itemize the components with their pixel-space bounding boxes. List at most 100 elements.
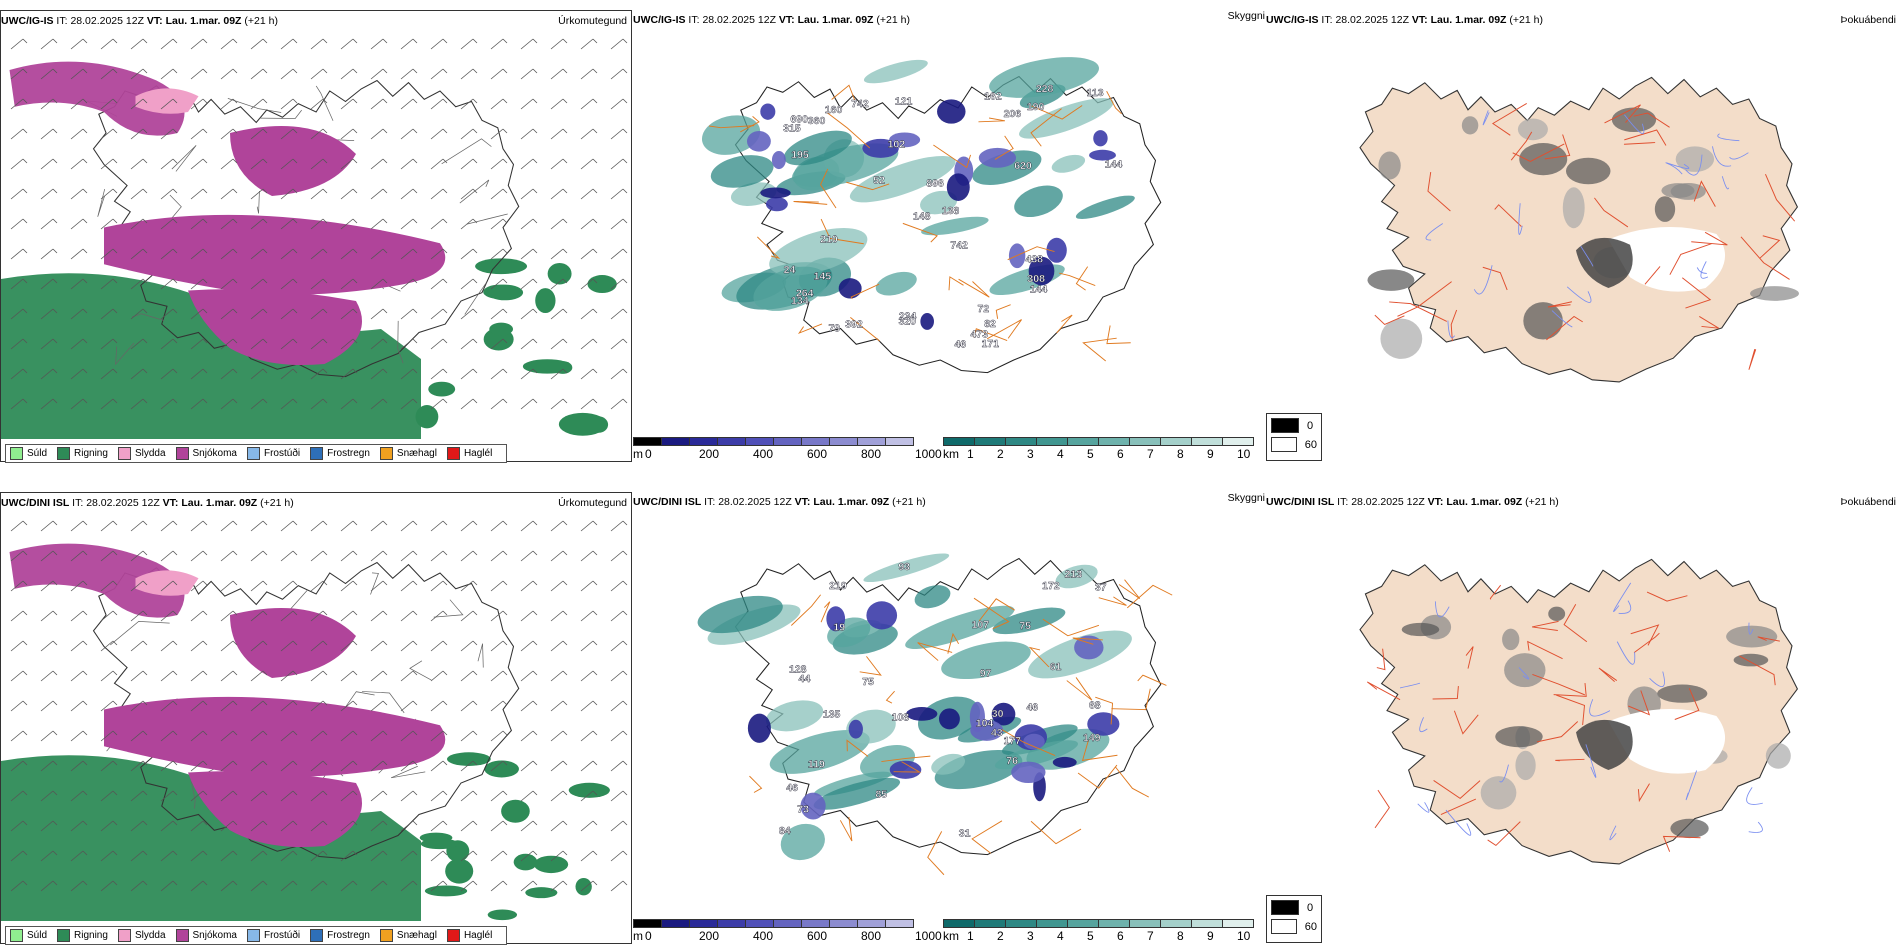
legend-label: Haglél [463,930,493,941]
legend-label: Frostregn [327,930,370,941]
legend-swatch [379,929,393,942]
visibility-colorbar [943,437,1254,446]
model-name: UWC/IG-IS [1,15,54,27]
colorbar-cell [1161,437,1192,446]
visibility-tick: 7 [1147,447,1154,461]
precip-type-panel: UWC/DINI ISL IT: 28.02.2025 12Z VT: Lau.… [0,492,632,945]
colorbar-cell [1099,437,1130,446]
cloud-map: 19 76 75 219 93 84 104 97 119 172 75 213 73 46 107 61 68… [697,553,1173,876]
colorbar-cell [886,437,914,446]
cloud-base-label: 24 [784,264,796,276]
model-name: UWC/DINI ISL [1266,496,1335,508]
it-value: 28.02.2025 12Z [702,14,776,26]
panel-header: UWC/IG-IS IT: 28.02.2025 12Z VT: Lau. 1.… [1,15,278,27]
cloud-base-label: 52 [873,175,885,187]
colorbar-cell [746,919,774,928]
colorbar-cell [802,919,830,928]
legend-item: Slydda [117,447,166,460]
colorbar-cell [774,437,802,446]
colorbar-cell [943,919,975,928]
cloud-base-label: 82 [984,318,996,330]
height-tick: 200 [699,929,720,943]
it-label: IT: [1321,14,1333,26]
height-tick: 800 [861,447,882,461]
panel-title: Þokuábendi [1840,14,1896,26]
it-label: IT: [704,496,716,508]
colorbar-cell [1068,919,1099,928]
legend-label: Súld [27,448,48,459]
height-tick: 0 [645,929,652,943]
colorbar-cell [886,919,914,928]
colorbar-cell [830,437,858,446]
cloud-base-label: 138 [942,205,960,217]
cloud-base-label: 135 [823,708,841,720]
cloud-base-label: 93 [898,561,910,573]
precip-type-map [1,38,628,439]
cloud-base-label: 620 [1014,160,1032,172]
colorbar-cell [718,437,746,446]
panel-title: Skyggni [1227,492,1265,504]
cloud-base-label: 190 [1027,101,1045,113]
colorbar-cell [1192,919,1223,928]
visibility-tick: 4 [1057,929,1064,943]
cloud-base-label: 104 [976,718,994,730]
legend-swatch [175,447,189,460]
fog-map [1359,76,1799,383]
cloud-base-label: 46 [954,338,966,350]
cloud-base-label: 473 [970,328,988,340]
visibility-tick: 6 [1117,929,1124,943]
legend-item: Frostúði [246,929,301,942]
it-label: IT: [1337,496,1349,508]
cloud-base-label: 160 [825,104,843,116]
fog-swatch [1271,919,1297,934]
cloud-base-label: 144 [1105,158,1123,170]
cloud-base-label: 19 [833,621,845,633]
colorbar-cell [662,919,690,928]
colorbar-cell [1161,919,1192,928]
cloud-base-label: 896 [926,177,944,189]
legend-label: Snjókoma [192,448,237,459]
it-label: IT: [72,497,84,509]
legend-swatch [246,929,260,942]
panel-header: UWC/DINI ISL IT: 28.02.2025 12Z VT: Lau.… [633,496,926,508]
fog-legend-item: 0 [1271,900,1317,915]
panel-title: Skyggni [1227,10,1265,22]
legend-label: Frostregn [327,448,370,459]
fog-legend-item: 0 [1271,418,1317,433]
height-tick: 400 [753,929,774,943]
model-name: UWC/IG-IS [1266,14,1319,26]
visibility-tick: 2 [997,929,1004,943]
panel-title: Úrkomutegund [558,15,627,27]
cloud-base-label: 308 [1027,273,1045,285]
legend-swatch [57,447,71,460]
visibility-tick: 9 [1207,929,1214,943]
colorbar-cell [1130,437,1161,446]
legend-swatch [446,447,460,460]
vt-label: VT: [794,496,811,508]
colorbar-cell [858,437,886,446]
visibility-tick: 9 [1207,447,1214,461]
cloud-base-label: 108 [892,712,910,724]
fog-indicator-panel: UWC/DINI ISL IT: 28.02.2025 12Z VT: Lau.… [1266,492,1900,944]
cloud-base-label: 85 [875,789,887,801]
panel-header: UWC/IG-IS IT: 28.02.2025 12Z VT: Lau. 1.… [633,14,910,26]
precip-legend: Súld Rigning Slydda Snjókoma Frostúði Frostre… [5,926,508,945]
cloud-base-label: 206 [1004,108,1022,120]
vt-value: Lau. 1.mar. 09Z [1446,496,1523,508]
model-name: UWC/IG-IS [633,14,686,26]
vt-label: VT: [1411,14,1428,26]
cloud-base-label: 144 [1030,283,1048,295]
legend-label: Frostúði [263,930,301,941]
cloud-base-label: 438 [1025,253,1043,265]
legend-swatch [117,929,131,942]
vt-label: VT: [146,15,163,27]
legend-item: Haglél [446,447,492,460]
lead-time: (+21 h) [1525,496,1559,508]
fog-swatch [1271,437,1297,452]
cloud-base-label: 234 [899,310,917,322]
height-tick: 600 [807,447,828,461]
cloud-base-label: 44 [799,673,811,685]
colorbar-cell [746,437,774,446]
colorbar-cell [662,437,690,446]
